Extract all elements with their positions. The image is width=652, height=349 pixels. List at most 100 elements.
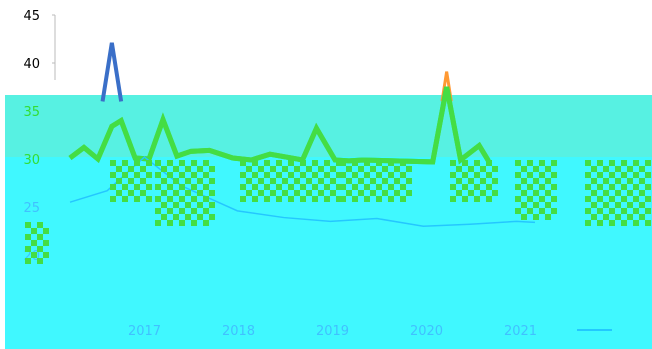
checker-cell [122, 172, 128, 178]
checker-cell [346, 178, 352, 184]
checker-cell [288, 196, 294, 202]
checker-cell [521, 178, 527, 184]
checker-cell [340, 184, 346, 190]
checker-cell [358, 166, 364, 172]
checker-cell [609, 196, 615, 202]
checker-cell [197, 190, 203, 196]
checker-cell [551, 196, 557, 202]
checker-cell [406, 166, 412, 172]
series-line [68, 86, 491, 165]
checker-cell [306, 190, 312, 196]
checker-cell [400, 196, 406, 202]
checker-cell [185, 178, 191, 184]
checker-cell [621, 196, 627, 202]
checker-cell [597, 172, 603, 178]
checker-cell [155, 196, 161, 202]
checker-cell [246, 190, 252, 196]
checker-cell [173, 202, 179, 208]
checker-cell [533, 178, 539, 184]
checker-cell [370, 190, 376, 196]
checker-cell [597, 208, 603, 214]
checker-cell [276, 160, 282, 166]
checker-cell [179, 208, 185, 214]
checker-cell [340, 196, 346, 202]
checker-cell [627, 166, 633, 172]
checker-cell [639, 214, 645, 220]
checker-cell [474, 184, 480, 190]
checker-cell [179, 172, 185, 178]
checker-cell [376, 160, 382, 166]
checker-cell [603, 190, 609, 196]
checker-cell [480, 178, 486, 184]
checker-cell [209, 214, 215, 220]
checker-cell [246, 166, 252, 172]
checker-cell [155, 184, 161, 190]
checker-cell [209, 202, 215, 208]
checker-cell [597, 196, 603, 202]
checker-block [110, 160, 152, 202]
checker-cell [645, 172, 651, 178]
checker-cell [585, 196, 591, 202]
checker-cell [450, 184, 456, 190]
checker-cell [370, 166, 376, 172]
checker-cell [264, 196, 270, 202]
checker-cell [31, 228, 37, 234]
checker-cell [533, 166, 539, 172]
checker-cell [627, 214, 633, 220]
checker-cell [340, 160, 346, 166]
checker-cell [515, 208, 521, 214]
checker-cell [621, 160, 627, 166]
checker-cell [627, 190, 633, 196]
checker-cell [191, 220, 197, 226]
checker-cell [474, 172, 480, 178]
checker-cell [527, 208, 533, 214]
checker-cell [585, 208, 591, 214]
checker-cell [140, 178, 146, 184]
checker-cell [539, 184, 545, 190]
checker-cell [633, 160, 639, 166]
checker-cell [167, 196, 173, 202]
checker-cell [252, 172, 258, 178]
checker-cell [364, 172, 370, 178]
checker-cell [191, 172, 197, 178]
checker-cell [545, 202, 551, 208]
checker-cell [173, 190, 179, 196]
checker-cell [621, 184, 627, 190]
checker-cell [615, 190, 621, 196]
checker-cell [240, 184, 246, 190]
x-tick-label: 2020 [410, 324, 443, 339]
checker-cell [388, 172, 394, 178]
checker-cell [330, 190, 336, 196]
checker-cell [364, 184, 370, 190]
checker-cell [203, 196, 209, 202]
checker-cell [521, 214, 527, 220]
checker-cell [639, 178, 645, 184]
checker-cell [37, 234, 43, 240]
checker-cell [128, 178, 134, 184]
chart-marks-layer [25, 160, 651, 264]
checker-cell [191, 208, 197, 214]
checker-cell [110, 172, 116, 178]
checker-cell [173, 214, 179, 220]
checker-cell [480, 166, 486, 172]
checker-cell [116, 178, 122, 184]
checker-cell [486, 196, 492, 202]
checker-cell [258, 178, 264, 184]
checker-block [450, 160, 498, 202]
checker-cell [318, 190, 324, 196]
checker-cell [545, 178, 551, 184]
checker-cell [639, 202, 645, 208]
checker-cell [539, 196, 545, 202]
checker-cell [521, 202, 527, 208]
checker-cell [312, 196, 318, 202]
checker-cell [352, 196, 358, 202]
checker-cell [633, 196, 639, 202]
checker-cell [456, 178, 462, 184]
checker-cell [515, 172, 521, 178]
checker-cell [294, 178, 300, 184]
checker-cell [450, 196, 456, 202]
checker-cell [167, 220, 173, 226]
y-tick-label: 40 [23, 57, 40, 72]
checker-cell [252, 160, 258, 166]
checker-cell [468, 190, 474, 196]
